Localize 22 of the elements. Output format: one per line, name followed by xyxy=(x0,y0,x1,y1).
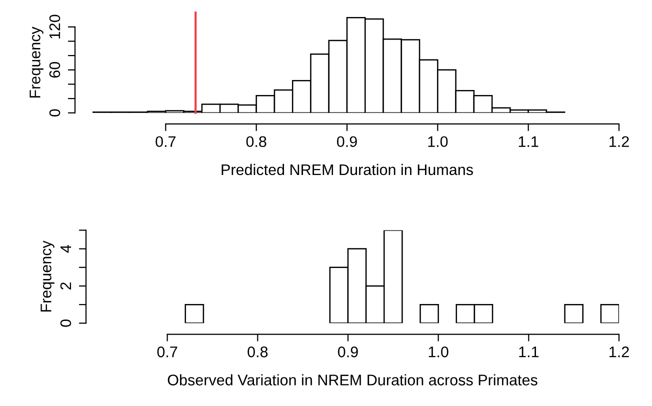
y-tick-label: 120 xyxy=(49,14,60,38)
y-axis-title: Frequency xyxy=(30,26,44,98)
y-axis-title: Frequency xyxy=(40,240,54,312)
y-tick-label: 4 xyxy=(60,244,72,253)
x-tick-label: 0.7 xyxy=(156,136,176,148)
y-tick-label: 0 xyxy=(60,320,72,327)
y-tick-label: 2 xyxy=(60,282,72,290)
x-axis-title: Predicted NREM Duration in Humans xyxy=(222,164,473,176)
x-tick-label: 1.0 xyxy=(428,346,448,358)
x-tick-label: 0.7 xyxy=(157,346,178,358)
x-tick-label: 1.2 xyxy=(610,136,629,147)
x-tick-label: 0.8 xyxy=(248,346,268,358)
x-tick-label: 1.1 xyxy=(518,136,538,147)
x-tick-label: 1.2 xyxy=(610,346,629,358)
y-tick-label: 60 xyxy=(49,62,60,78)
y-tick-label: 0 xyxy=(49,109,60,117)
x-tick-label: 0.8 xyxy=(246,136,266,148)
x-tick-label: 0.9 xyxy=(336,136,357,148)
x-tick-label: 0.9 xyxy=(338,346,358,358)
x-tick-label: 1.1 xyxy=(519,346,539,358)
x-axis-title: Observed Variation in NREM Duration across Primates xyxy=(168,374,538,386)
x-tick-label: 1.0 xyxy=(428,136,448,148)
